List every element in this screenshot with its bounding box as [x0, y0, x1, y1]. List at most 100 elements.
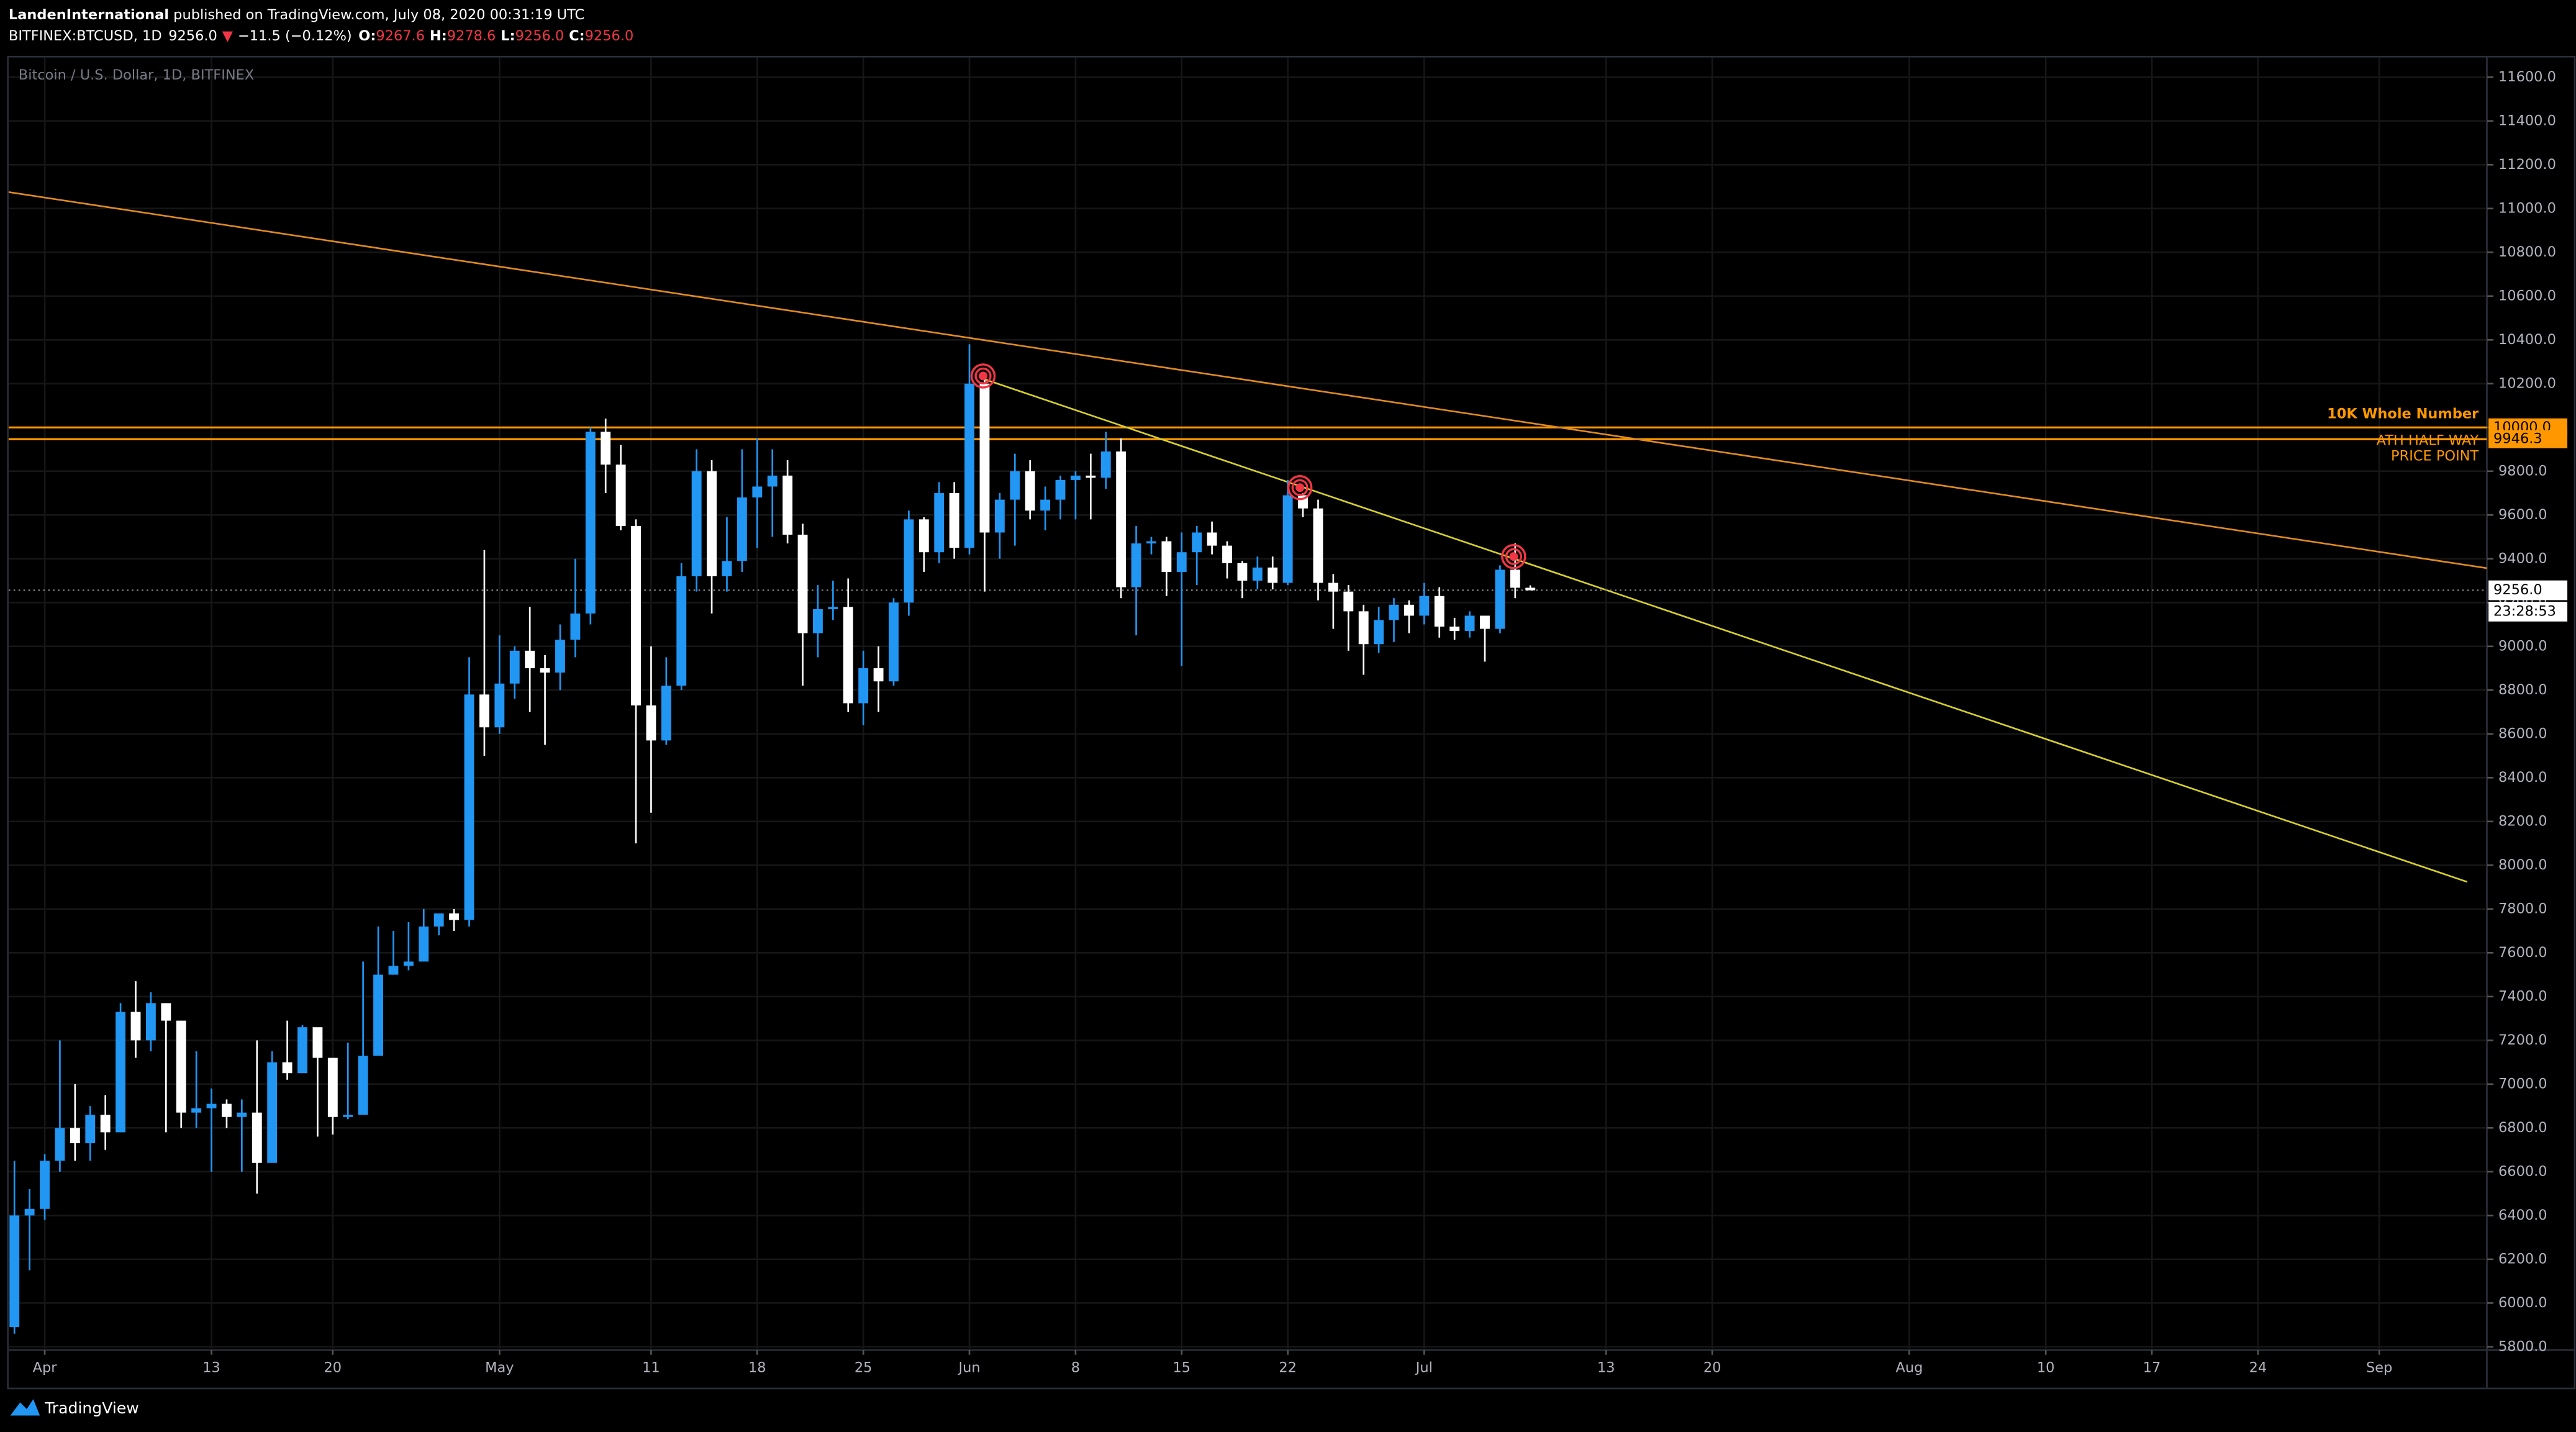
candle-body	[1222, 545, 1232, 563]
y-tick-label: 8000.0	[2498, 857, 2547, 873]
x-tick-label: 10	[2037, 1359, 2055, 1375]
y-tick-label: 9600.0	[2498, 507, 2547, 523]
candle-body	[222, 1103, 232, 1117]
candle-body	[388, 966, 399, 975]
o-key: O:	[358, 28, 376, 44]
level-annotation: PRICE POINT	[2391, 448, 2478, 464]
candle-body	[100, 1115, 111, 1133]
y-tick-label: 6000.0	[2498, 1295, 2547, 1311]
candle-body	[9, 1215, 20, 1328]
candle-body	[433, 913, 444, 927]
candle-body	[1010, 471, 1020, 500]
marker	[979, 371, 988, 381]
x-tick-label: 20	[324, 1359, 342, 1375]
x-tick-label: 17	[2143, 1359, 2161, 1375]
candle-body	[161, 1003, 171, 1021]
x-tick-label: 15	[1172, 1359, 1190, 1375]
candle-body	[1282, 495, 1293, 583]
y-tick-label: 7800.0	[2498, 900, 2547, 917]
x-tick-label: 24	[2249, 1359, 2267, 1375]
y-tick-label: 8800.0	[2498, 682, 2547, 698]
x-tick-label: Sep	[2366, 1359, 2392, 1375]
candle-body	[116, 1012, 126, 1133]
y-tick-label: 11200.0	[2498, 156, 2556, 173]
candle-body	[570, 613, 581, 640]
candle-body	[24, 1208, 35, 1216]
candle-body	[797, 535, 808, 633]
candle-body	[737, 497, 747, 561]
candle-body	[1146, 541, 1156, 544]
o: 9267.6	[376, 28, 425, 44]
candle-body	[555, 640, 565, 673]
candle-body	[191, 1108, 202, 1113]
candle-body	[949, 493, 959, 548]
y-tick-label: 11600.0	[2498, 69, 2556, 85]
y-tick-label: 10400.0	[2498, 332, 2556, 348]
candle-body	[1374, 620, 1384, 645]
x-tick-label: Aug	[1896, 1359, 1923, 1375]
candle-body	[1055, 479, 1066, 500]
y-tick-label: 7600.0	[2498, 945, 2547, 961]
c-key: C:	[569, 28, 584, 44]
candle-body	[1389, 604, 1399, 620]
candle-body	[918, 519, 929, 553]
x-tick-label: May	[485, 1359, 514, 1375]
candle-body	[1070, 475, 1081, 480]
candle-body	[1480, 615, 1490, 629]
candle-body	[631, 525, 641, 705]
x-tick-label: 20	[1703, 1359, 1721, 1375]
change: −11.5 (−0.12%)	[238, 28, 352, 44]
y-tick-label: 10200.0	[2498, 375, 2556, 391]
publish-line: LandenInternational published on Trading…	[9, 6, 584, 22]
author: LandenInternational	[9, 6, 169, 22]
countdown-box	[2488, 602, 2568, 622]
candle-body	[1207, 532, 1217, 546]
candle-body	[585, 432, 596, 614]
y-tick-label: 11400.0	[2498, 112, 2556, 129]
pane-border	[7, 55, 2576, 1390]
candle-body	[722, 561, 732, 577]
candle-body	[85, 1115, 96, 1144]
x-tick-label: 22	[1279, 1359, 1297, 1375]
candle-body	[464, 694, 474, 920]
y-tick-label: 5800.0	[2498, 1338, 2547, 1354]
candle-body	[1404, 604, 1414, 616]
candle-body	[145, 1003, 156, 1041]
candle-body	[601, 432, 611, 465]
level-annotation: ATH HALF WAY	[2377, 432, 2479, 448]
candle-body	[934, 493, 945, 553]
candle-body	[540, 668, 550, 673]
last-price-box	[2488, 580, 2568, 600]
candle-body	[358, 1056, 368, 1115]
candle-body	[327, 1058, 338, 1117]
x-tick-label: 13	[202, 1359, 220, 1375]
candle-body	[509, 650, 520, 684]
candle-body	[297, 1027, 307, 1074]
candle-body	[979, 383, 990, 533]
candle-body	[1116, 451, 1127, 587]
candle-body	[449, 913, 460, 920]
candle-body	[343, 1115, 353, 1117]
y-tick-label: 6400.0	[2498, 1207, 2547, 1223]
y-tick-label: 11000.0	[2498, 200, 2556, 216]
x-tick-label: 11	[642, 1359, 660, 1375]
ohlc-line: BITFINEX:BTCUSD, 1D 9256.0 ▼ −11.5 (−0.12%)…	[9, 28, 633, 44]
candle-body	[615, 464, 626, 526]
candle-body	[373, 974, 383, 1056]
candle-body	[1161, 541, 1172, 572]
x-tick-label: 8	[1071, 1359, 1080, 1375]
grid	[8, 57, 2487, 1350]
plot	[8, 191, 2487, 1334]
candle-body	[858, 668, 869, 704]
candle-body	[1358, 611, 1369, 645]
candle-body	[494, 683, 505, 728]
y-tick-label: 7200.0	[2498, 1032, 2547, 1048]
candle-body	[1252, 567, 1263, 581]
candle-body	[691, 471, 702, 577]
candle-body	[1131, 543, 1141, 587]
x-tick-label: 25	[855, 1359, 873, 1375]
y-tick-label: 7000.0	[2498, 1076, 2547, 1092]
candle-body	[813, 609, 823, 633]
marker	[1505, 548, 1522, 565]
candle-body	[525, 650, 535, 669]
